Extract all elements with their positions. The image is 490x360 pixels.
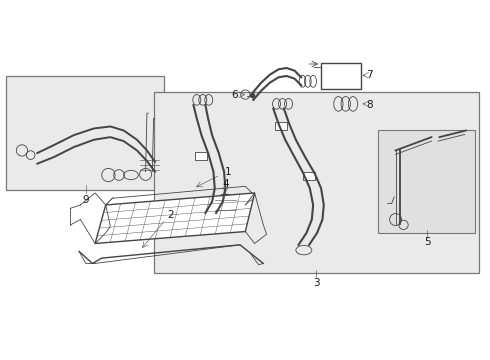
Text: 2: 2 — [167, 210, 173, 220]
Text: 1: 1 — [225, 167, 231, 177]
Bar — [274, 122, 287, 130]
Bar — [195, 152, 207, 160]
Bar — [6, 76, 164, 190]
Text: 3: 3 — [313, 278, 320, 288]
Text: 4: 4 — [222, 179, 229, 189]
Polygon shape — [95, 193, 255, 243]
FancyBboxPatch shape — [321, 63, 361, 89]
Text: 9: 9 — [82, 195, 89, 204]
Bar — [378, 130, 475, 233]
Text: 6: 6 — [231, 90, 238, 100]
Bar — [303, 172, 315, 180]
Bar — [153, 92, 479, 273]
Text: 7: 7 — [367, 70, 373, 80]
Text: 8: 8 — [367, 100, 373, 110]
Text: 5: 5 — [424, 237, 431, 247]
